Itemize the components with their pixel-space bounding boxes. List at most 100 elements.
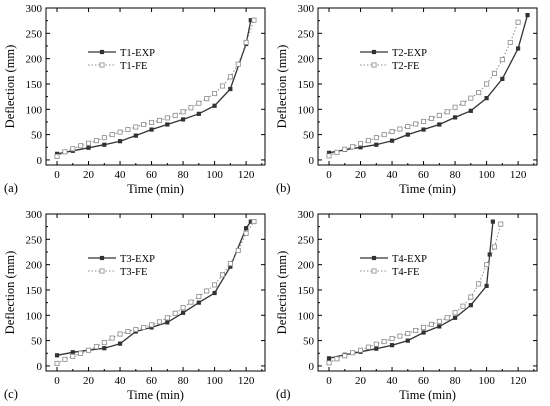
data-point — [389, 343, 395, 348]
data-point — [405, 124, 411, 130]
data-point — [125, 328, 131, 334]
y-tick-label: 50 — [303, 336, 315, 348]
y-tick-label: 0 — [37, 155, 43, 167]
data-point — [436, 112, 442, 118]
data-point — [342, 353, 348, 359]
x-tick-label: 120 — [510, 169, 527, 181]
panel-label: (a) — [4, 181, 18, 195]
y-tick-label: 250 — [26, 28, 43, 40]
data-point — [373, 135, 379, 141]
data-point — [365, 344, 371, 350]
x-tick-label: 80 — [450, 169, 462, 181]
data-point — [491, 70, 497, 76]
x-tick-label: 60 — [146, 375, 158, 387]
x-tick-label: 0 — [326, 169, 332, 181]
data-point — [437, 122, 442, 127]
data-point — [156, 117, 162, 123]
data-point — [444, 315, 450, 321]
legend-label-2: T1-FE — [120, 61, 147, 72]
data-point — [525, 12, 530, 18]
x-axis-title: Time (min) — [399, 182, 456, 196]
y-tick-label: 150 — [298, 79, 315, 91]
data-point — [243, 230, 249, 236]
data-point — [102, 142, 107, 147]
legend-marker-2 — [371, 268, 377, 274]
data-point — [499, 57, 505, 63]
data-point — [468, 108, 473, 113]
data-point — [397, 126, 403, 132]
data-point — [196, 100, 202, 106]
data-point — [484, 96, 489, 101]
y-tick-label: 300 — [298, 3, 315, 15]
legend-marker-1 — [99, 255, 105, 261]
data-point — [326, 360, 332, 366]
data-point — [133, 326, 139, 332]
x-tick-label: 120 — [238, 375, 255, 387]
x-tick-label: 100 — [206, 375, 223, 387]
y-tick-label: 150 — [298, 285, 315, 297]
data-point — [350, 144, 356, 150]
legend-label-1: T3-EXP — [120, 254, 155, 265]
data-point — [381, 339, 387, 345]
data-point — [228, 86, 233, 92]
data-point — [389, 336, 395, 342]
panel-label: (d) — [276, 387, 291, 401]
data-point — [70, 146, 76, 152]
y-tick-label: 0 — [309, 361, 315, 373]
legend-marker-1 — [371, 255, 377, 261]
x-tick-label: 20 — [355, 169, 367, 181]
data-point — [86, 347, 92, 353]
data-point — [421, 127, 426, 132]
data-point — [149, 127, 154, 132]
plot-frame — [45, 213, 266, 372]
series-line-1 — [56, 221, 252, 356]
legend-marker-1 — [99, 49, 105, 55]
data-point — [500, 76, 505, 82]
data-point — [421, 324, 427, 330]
data-point — [507, 39, 513, 45]
series-line-2 — [328, 22, 519, 157]
data-point — [165, 122, 170, 127]
data-point — [452, 104, 458, 110]
data-point — [374, 142, 379, 147]
legend-marker-2 — [99, 268, 105, 274]
y-tick-label: 50 — [31, 130, 43, 142]
legend-marker-2 — [371, 62, 377, 68]
y-tick-label: 50 — [31, 336, 43, 348]
data-point — [219, 83, 225, 89]
y-tick-label: 100 — [298, 310, 315, 322]
data-point — [405, 132, 410, 137]
data-point — [413, 327, 419, 333]
data-point — [381, 132, 387, 138]
data-point — [428, 321, 434, 327]
chart-panel-3: 0 20 40 60 80 100 120 0 50 100 150 200 250 300 Time (m… — [3, 209, 266, 402]
x-axis-title: Time (min) — [127, 388, 184, 402]
y-tick-label: 200 — [26, 260, 43, 272]
data-point — [365, 138, 371, 144]
y-tick-label: 150 — [26, 285, 43, 297]
x-tick-label: 40 — [387, 375, 399, 387]
data-point — [490, 219, 495, 224]
data-point — [54, 360, 60, 366]
data-point — [468, 303, 473, 308]
series-line-2 — [56, 221, 255, 364]
y-tick-label: 0 — [309, 155, 315, 167]
y-tick-label: 300 — [298, 209, 315, 221]
x-tick-label: 80 — [178, 375, 190, 387]
data-point — [374, 346, 379, 351]
data-point — [180, 310, 186, 315]
series-line-2 — [328, 223, 502, 364]
data-point — [452, 310, 458, 316]
data-point — [243, 226, 249, 231]
data-point — [62, 356, 68, 362]
data-point — [172, 112, 178, 118]
data-point — [109, 132, 115, 138]
legend-label-1: T2-EXP — [392, 48, 427, 59]
data-point — [86, 145, 91, 150]
data-point — [491, 244, 497, 250]
data-point — [70, 350, 75, 355]
x-tick-label: 20 — [83, 375, 95, 387]
x-tick-label: 40 — [115, 375, 127, 387]
data-point — [62, 149, 68, 155]
